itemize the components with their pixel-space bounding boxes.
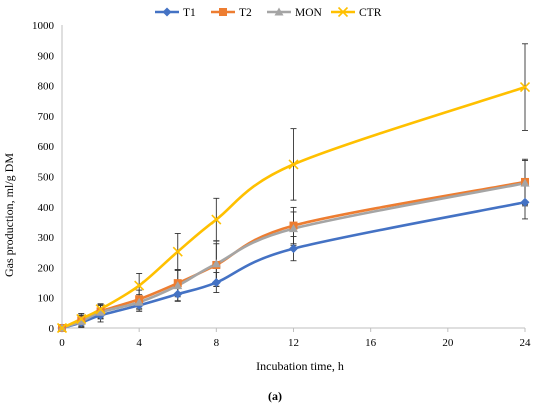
legend-marker: [219, 8, 227, 16]
data-point-ctr: [56, 322, 68, 334]
x-tick-label: 0: [59, 337, 65, 349]
data-point-mon: [211, 259, 221, 268]
y-tick-label: 200: [38, 262, 55, 274]
data-point-ctr: [76, 313, 87, 324]
legend-label: T1: [183, 7, 196, 19]
data-point-mon: [520, 178, 530, 187]
legend-item-ctr: CTR: [331, 6, 382, 19]
x-axis-title: Incubation time, h: [256, 359, 344, 373]
legend-marker-stroke: [337, 6, 349, 18]
legend-item-t2: T2: [211, 7, 252, 19]
legend-marker: [274, 7, 284, 16]
data-point-ctr-stroke: [76, 313, 87, 324]
data-point-ctr: [172, 246, 183, 257]
data-point-ctr-stroke: [172, 246, 183, 257]
data-point-ctr-stroke: [519, 82, 531, 93]
x-tick-label: 24: [520, 337, 532, 349]
y-tick-label: 600: [38, 141, 55, 153]
data-point-mon: [173, 281, 183, 290]
data-point-ctr-stroke: [211, 214, 222, 225]
y-tick-label: 300: [38, 232, 55, 244]
y-tick-label: 100: [38, 293, 55, 305]
x-tick-label: 8: [214, 337, 220, 349]
data-point-ctr-stroke: [56, 322, 68, 334]
legend-label: CTR: [359, 7, 382, 19]
data-point-ctr-stroke: [288, 159, 299, 170]
series-markers: [56, 82, 531, 334]
x-tick-label: 4: [136, 337, 142, 349]
y-tick-label: 0: [49, 323, 55, 335]
y-axis: 0 100 200 300 400 500 600 700 800 900 1000: [32, 20, 63, 335]
data-point-t1: [173, 289, 183, 299]
data-point-ctr-stroke: [95, 304, 106, 315]
data-point-ctr: [519, 82, 531, 93]
y-tick-label: 400: [38, 202, 55, 214]
data-point-t1: [520, 197, 530, 207]
legend-marker: [337, 6, 349, 18]
data-point-ctr: [134, 280, 145, 291]
y-tick-label: 800: [38, 81, 55, 93]
data-point-mon: [96, 307, 106, 316]
figure-caption: (a): [268, 389, 282, 403]
data-point-ctr: [288, 159, 299, 170]
y-tick-label: 900: [38, 50, 55, 62]
legend-item-t1: T1: [155, 7, 196, 19]
legend: T1 T2 MON CTR: [155, 6, 382, 19]
y-tick-label: 1000: [32, 20, 55, 32]
data-point-t1: [211, 278, 221, 288]
data-point-ctr-stroke: [134, 280, 145, 291]
x-tick-label: 12: [288, 337, 299, 349]
x-axis: 0 4 8 12 16 20 24: [59, 327, 532, 349]
legend-item-mon: MON: [267, 7, 323, 19]
data-point-ctr: [211, 214, 222, 225]
x-tick-label: 16: [365, 337, 377, 349]
legend-label: T2: [239, 7, 252, 19]
data-point-mon: [289, 224, 298, 233]
x-tick-label: 20: [442, 337, 454, 349]
data-point-ctr: [95, 304, 106, 315]
data-point-t1: [289, 244, 298, 254]
legend-label: MON: [295, 7, 323, 19]
legend-marker: [162, 7, 172, 17]
data-point-mon: [134, 297, 144, 306]
error-bars: [59, 43, 528, 329]
data-point-mon: [76, 316, 86, 325]
y-tick-label: 500: [38, 172, 55, 184]
y-axis-title: Gas production, ml/g DM: [2, 153, 16, 277]
y-tick-label: 700: [38, 111, 55, 123]
